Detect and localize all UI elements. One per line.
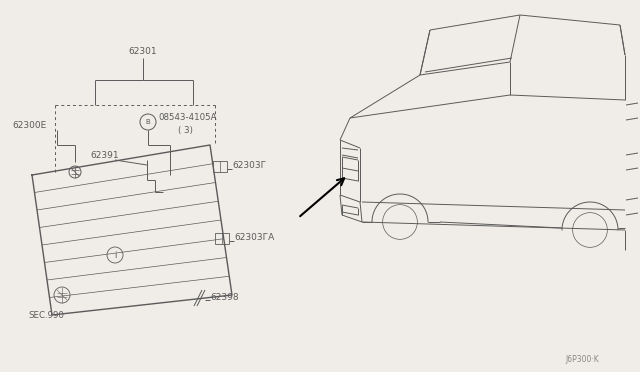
FancyBboxPatch shape: [213, 161, 227, 172]
Text: i: i: [114, 250, 116, 260]
Text: J6P300·K: J6P300·K: [565, 356, 599, 365]
Text: 62303ГA: 62303ГA: [234, 234, 275, 243]
Text: 62398: 62398: [210, 294, 239, 302]
FancyBboxPatch shape: [215, 233, 229, 244]
Text: 62300E: 62300E: [12, 121, 46, 129]
Text: B: B: [146, 119, 150, 125]
Text: 62391: 62391: [90, 151, 118, 160]
Text: ( 3): ( 3): [178, 125, 193, 135]
Text: 08543-4105A: 08543-4105A: [158, 112, 216, 122]
Text: 62301: 62301: [129, 48, 157, 57]
Text: SEC.990: SEC.990: [28, 311, 64, 320]
Text: 62303Г: 62303Г: [232, 161, 266, 170]
